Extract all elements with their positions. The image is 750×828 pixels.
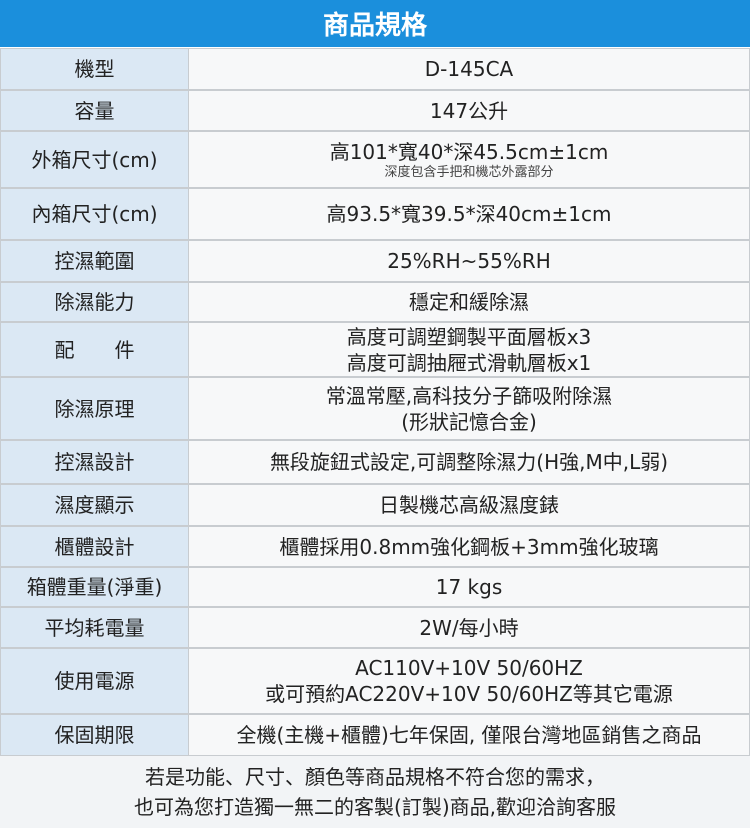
value-line: 147公升 <box>429 98 509 123</box>
label-text: 除濕能力 <box>54 290 135 314</box>
value-line: 25%RH~55%RH <box>387 249 551 273</box>
label-text: 機型 <box>74 57 115 81</box>
label-text: 箱體重量(淨重) <box>26 575 163 599</box>
value-line: 高度可調抽屜式滑軌層板x1 <box>346 350 592 375</box>
value-line: 穩定和緩除濕 <box>409 290 529 314</box>
row-label: 機型 <box>0 48 189 90</box>
value-line: D-145CA <box>424 57 514 81</box>
row-label: 除濕能力 <box>0 282 189 322</box>
row-value: 25%RH~55%RH <box>188 240 750 282</box>
row-value: 無段旋鈕式設定,可調整除濕力(H強,M中,L弱) <box>188 440 750 484</box>
label-text: 平均耗電量 <box>44 615 145 640</box>
value-line: 常溫常壓,高科技分子篩吸附除濕 <box>325 383 613 408</box>
row-label: 內箱尺寸(cm) <box>0 188 189 240</box>
row-label: 容量 <box>0 90 189 131</box>
row-label: 保固期限 <box>0 714 189 756</box>
label-text: 控濕範圍 <box>54 249 135 273</box>
value-line: 高101*寬40*深45.5cm±1cm <box>329 139 609 164</box>
row-label: 櫃體設計 <box>0 526 189 567</box>
footer: 若是功能、尺寸、顏色等商品規格不符合您的需求， 也可為您打造獨一無二的客製(訂製)… <box>0 756 750 828</box>
row-label: 控濕範圍 <box>0 240 189 282</box>
value-line: 全機(主機+櫃體)七年保固, 僅限台灣地區銷售之商品 <box>236 723 702 747</box>
label-text: 配 件 <box>54 337 135 362</box>
value-line: 櫃體採用0.8mm強化鋼板+3mm強化玻璃 <box>279 534 659 559</box>
label-text: 濕度顯示 <box>54 493 135 517</box>
value-line: 高93.5*寬39.5*深40cm±1cm <box>326 202 612 226</box>
row-value: 2W/每小時 <box>188 607 750 648</box>
label-text: 外箱尺寸(cm) <box>31 147 158 172</box>
row-value: 全機(主機+櫃體)七年保固, 僅限台灣地區銷售之商品 <box>188 714 750 756</box>
value-line: 或可預約AC220V+10V 50/60HZ等其它電源 <box>265 682 673 706</box>
row-value: AC110V+10V 50/60HZ 或可預約AC220V+10V 50/60HZ… <box>188 648 750 714</box>
row-value: 高101*寬40*深45.5cm±1cm 深度包含手把和機芯外露部分 <box>188 131 750 188</box>
label-text: 使用電源 <box>54 669 135 693</box>
row-label: 平均耗電量 <box>0 607 189 648</box>
row-value: 穩定和緩除濕 <box>188 282 750 322</box>
label-text: 內箱尺寸(cm) <box>31 202 158 226</box>
title: 商品規格 <box>0 0 750 47</box>
label-text: 保固期限 <box>54 723 135 747</box>
value-note: 深度包含手把和機芯外露部分 <box>384 164 554 180</box>
row-label: 外箱尺寸(cm) <box>0 131 189 188</box>
row-value: 147公升 <box>188 90 750 131</box>
footer-line: 若是功能、尺寸、顏色等商品規格不符合您的需求， <box>145 765 605 789</box>
row-value: 櫃體採用0.8mm強化鋼板+3mm強化玻璃 <box>188 526 750 567</box>
label-text: 櫃體設計 <box>54 534 135 559</box>
label-text: 除濕原理 <box>54 396 135 421</box>
row-value: D-145CA <box>188 48 750 90</box>
row-value: 17 kgs <box>188 567 750 607</box>
value-line: 無段旋鈕式設定,可調整除濕力(H強,M中,L弱) <box>269 450 669 474</box>
row-label: 箱體重量(淨重) <box>0 567 189 607</box>
row-value: 高度可調塑鋼製平面層板x3 高度可調抽屜式滑軌層板x1 <box>188 322 750 377</box>
row-value: 日製機芯高級濕度錶 <box>188 484 750 526</box>
row-value: 高93.5*寬39.5*深40cm±1cm <box>188 188 750 240</box>
value-line: 17 kgs <box>435 575 503 599</box>
footer-line: 也可為您打造獨一無二的客製(訂製)商品,歡迎洽詢客服 <box>134 795 616 819</box>
row-label: 控濕設計 <box>0 440 189 484</box>
row-label: 配 件 <box>0 322 189 377</box>
value-line: AC110V+10V 50/60HZ <box>355 656 583 680</box>
label-text: 控濕設計 <box>54 450 135 474</box>
row-label: 除濕原理 <box>0 377 189 440</box>
row-value: 常溫常壓,高科技分子篩吸附除濕 (形狀記憶合金) <box>188 377 750 440</box>
value-line: 2W/每小時 <box>419 615 519 640</box>
value-line: 高度可調塑鋼製平面層板x3 <box>346 324 592 349</box>
row-label: 濕度顯示 <box>0 484 189 526</box>
value-line: 日製機芯高級濕度錶 <box>379 493 559 517</box>
row-label: 使用電源 <box>0 648 189 714</box>
label-text: 容量 <box>74 98 115 123</box>
value-line: (形狀記憶合金) <box>401 409 537 434</box>
